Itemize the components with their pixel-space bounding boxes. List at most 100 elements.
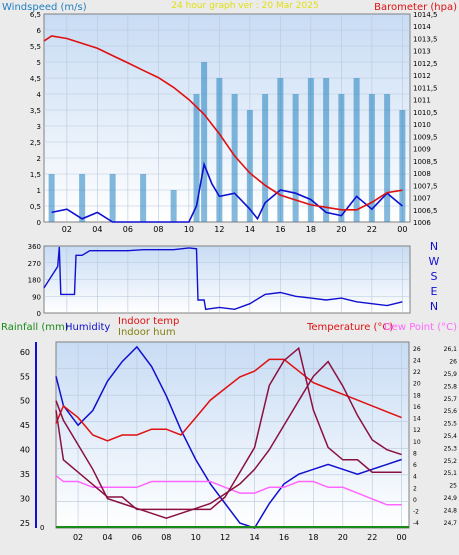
- temperature-tick: -2: [413, 509, 419, 516]
- wind-gust-bar: [384, 94, 391, 222]
- y-right-tick: 1009: [413, 146, 431, 154]
- y-right-tick: 1013,5: [413, 35, 438, 43]
- indoor-tick: 25,9: [444, 371, 458, 378]
- x-tick-label: 18: [306, 225, 316, 234]
- wind-gust-bar: [170, 190, 177, 222]
- indoor-hum-line: [55, 360, 402, 519]
- compass-label: N: [430, 240, 438, 253]
- x-tick-label: 08: [153, 225, 163, 234]
- direction-tick: 90: [32, 293, 41, 301]
- y-left-tick: 2: [37, 155, 41, 163]
- y-left-tick: 1,5: [30, 171, 41, 179]
- x-tick-label: 22: [367, 533, 377, 542]
- y-left-tick: 4,5: [30, 75, 41, 83]
- barometer-axis-title: Barometer (hpa): [374, 2, 457, 13]
- temperature-tick: 2: [413, 485, 417, 492]
- y-right-tick: 1014,5: [413, 11, 438, 19]
- temperature-tick: 20: [413, 381, 421, 388]
- x-tick-label: 02: [73, 533, 83, 542]
- wind-gust-bar: [246, 110, 253, 222]
- wind-gust-bar: [353, 78, 360, 222]
- y-right-tick: 1009,5: [413, 133, 438, 141]
- x-tick-label: 10: [184, 225, 194, 234]
- x-tick-label: 06: [123, 225, 133, 234]
- wind-gust-bar: [216, 78, 223, 222]
- y-right-tick: 1006: [413, 219, 431, 227]
- temperature-tick: 22: [413, 369, 421, 376]
- y-right-tick: 1012,5: [413, 60, 438, 68]
- humidity-tick: 35: [20, 470, 30, 479]
- y-left-tick: 1: [37, 187, 41, 195]
- indoor-tick: 25: [449, 483, 457, 490]
- compass-label: S: [431, 270, 438, 283]
- temperature-tick: -4: [413, 520, 419, 527]
- direction-tick: 360: [28, 243, 41, 251]
- humidity-tick: 60: [20, 348, 30, 357]
- humidity-tick: 45: [20, 421, 30, 430]
- temperature-tick: 16: [413, 404, 421, 411]
- x-tick-label: 16: [279, 533, 289, 542]
- plot-area-1: [43, 13, 411, 223]
- wind-gust-bar: [201, 62, 208, 222]
- chart-title: 24 hour graph ver : 20 Mar 2025: [171, 1, 318, 11]
- y-left-tick: 2,5: [30, 139, 41, 147]
- y-right-tick: 1011: [413, 97, 431, 105]
- temperature-tick: 0: [413, 497, 417, 504]
- y-right-tick: 1011,5: [413, 84, 438, 92]
- y-right-tick: 1013: [413, 48, 431, 56]
- wind-gust-bar: [368, 94, 375, 222]
- indoor-tick: 25,4: [444, 433, 458, 440]
- x-tick-label: 20: [338, 533, 348, 542]
- indoor-hum-title: Indoor hum: [118, 327, 176, 338]
- temperature-axis-title: Temperature (°C): [306, 322, 393, 333]
- x-tick-label: 16: [275, 225, 285, 234]
- wind-gust-bar: [193, 94, 200, 222]
- y-right-tick: 1006,5: [413, 207, 438, 215]
- temperature-tick: 12: [413, 427, 421, 434]
- indoor-tick: 25,1: [444, 470, 458, 477]
- temperature-tick: 10: [413, 439, 421, 446]
- indoor-tick: 24,8: [444, 507, 458, 514]
- temperature-tick: 6: [413, 462, 417, 469]
- y-right-tick: 1007,5: [413, 182, 438, 190]
- humidity-line: [55, 345, 402, 529]
- barometer-line: [43, 35, 403, 211]
- temperature-tick: 4: [413, 474, 417, 481]
- y-right-tick: 1014: [413, 23, 431, 31]
- direction-tick: 0: [37, 310, 41, 318]
- y-right-tick: 1010: [413, 121, 431, 129]
- y-left-tick: 0,5: [30, 203, 41, 211]
- x-tick-label: 00: [397, 225, 407, 234]
- y-left-tick: 6: [37, 27, 42, 35]
- indoor-tick: 25,7: [444, 396, 458, 403]
- wind-gust-bar: [323, 78, 330, 222]
- temperature-tick: 18: [413, 392, 421, 399]
- temperature-tick: 8: [413, 450, 417, 457]
- y-right-tick: 1008: [413, 170, 431, 178]
- indoor-tick: 25,2: [444, 458, 458, 465]
- x-tick-label: 06: [132, 533, 142, 542]
- x-tick-label: 14: [245, 225, 255, 234]
- wind-gust-bar: [79, 174, 86, 222]
- x-tick-label: 20: [336, 225, 346, 234]
- wind-average-line: [51, 161, 403, 223]
- dew-point-axis-title: Dew Point (°C): [384, 322, 457, 333]
- y-left-tick: 3: [37, 123, 41, 131]
- wind-direction-line: [43, 246, 403, 311]
- indoor-tick: 25,6: [444, 408, 458, 415]
- humidity-axis-title: Humidity: [65, 322, 110, 333]
- x-tick-label: 00: [397, 533, 407, 542]
- plot-area-3: [55, 341, 410, 529]
- indoor-tick: 24,7: [444, 520, 458, 527]
- indoor-tick: 26,1: [444, 346, 458, 353]
- rain-tick: 0: [40, 524, 44, 532]
- dew-point-line: [55, 475, 402, 506]
- wind-gust-bar: [399, 110, 406, 222]
- temperature-tick: 26: [413, 346, 421, 353]
- wind-gust-bar: [109, 174, 116, 222]
- y-right-tick: 1008,5: [413, 158, 438, 166]
- humidity-tick: 55: [20, 372, 30, 381]
- temperature-line: [55, 358, 402, 442]
